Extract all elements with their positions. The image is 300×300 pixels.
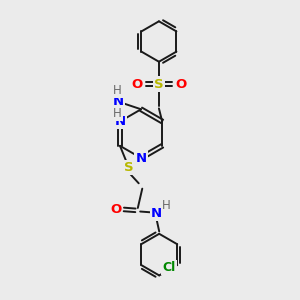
Text: Cl: Cl — [162, 261, 176, 274]
Text: H: H — [113, 106, 122, 120]
Text: N: N — [113, 95, 124, 108]
Text: O: O — [110, 203, 122, 216]
Text: S: S — [124, 161, 134, 174]
Text: N: N — [114, 115, 125, 128]
Text: N: N — [151, 206, 162, 220]
Text: H: H — [113, 84, 122, 97]
Text: H: H — [162, 200, 171, 212]
Text: O: O — [175, 77, 186, 91]
Text: S: S — [154, 77, 164, 91]
Text: O: O — [132, 77, 143, 91]
Text: N: N — [136, 152, 147, 164]
